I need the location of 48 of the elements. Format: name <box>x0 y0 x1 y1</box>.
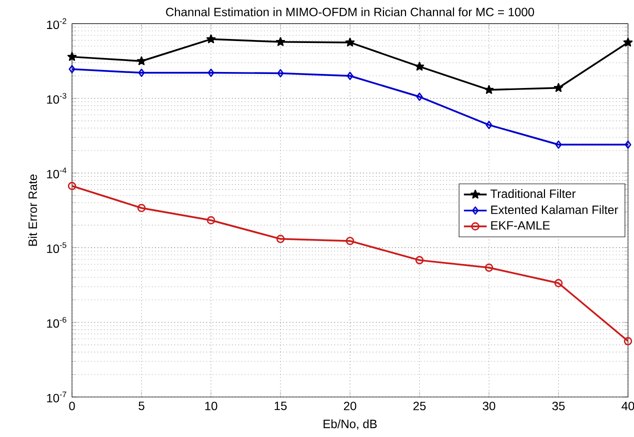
x-tick-label: 35 <box>552 402 565 410</box>
point <box>554 83 564 92</box>
y-tick-label: 10$^{-3}$ <box>47 92 66 104</box>
point <box>623 38 633 47</box>
point <box>555 140 562 149</box>
point <box>346 236 354 246</box>
point <box>346 72 354 80</box>
x-tick-label: 40 <box>622 402 634 410</box>
legend-label: Extented Kalaman Filter <box>491 205 618 214</box>
point <box>67 52 77 61</box>
point <box>277 69 284 78</box>
point <box>484 264 494 272</box>
point <box>624 140 632 149</box>
y-tick-label: 10$^{-5}$ <box>47 242 66 254</box>
point <box>276 37 286 46</box>
x-tick-label: 10 <box>205 402 218 410</box>
point <box>138 68 145 77</box>
x-tick-label: 25 <box>413 402 426 410</box>
x-tick-label: 15 <box>274 402 287 410</box>
point <box>136 56 146 66</box>
y-tick-label: 10$^{-7}$ <box>47 392 66 402</box>
point <box>68 182 76 190</box>
y-tick-label: 10$^{-6}$ <box>47 316 66 328</box>
legend-label: Traditional Filter <box>490 189 576 198</box>
y-axis-title: Bit Error Rate <box>28 174 38 246</box>
point <box>137 204 146 212</box>
x-tick-label: 30 <box>482 402 496 410</box>
point <box>486 120 492 130</box>
point <box>208 68 214 77</box>
point <box>414 62 424 71</box>
point <box>276 234 285 244</box>
legend-label: EKF-AMLE <box>491 221 550 230</box>
point <box>415 256 424 264</box>
point <box>68 65 76 74</box>
point <box>624 337 632 346</box>
point <box>206 34 216 44</box>
point <box>206 216 216 224</box>
point <box>345 38 355 47</box>
x-tick-label: 5 <box>138 402 144 410</box>
x-axis-title: Eb/No, dB <box>324 419 377 430</box>
point <box>554 279 563 288</box>
x-tick-label: 0 <box>69 402 75 410</box>
point <box>484 85 494 94</box>
x-tick-label: 20 <box>344 402 356 410</box>
y-tick-label: 10$^{-4}$ <box>47 168 66 178</box>
point <box>416 92 423 101</box>
chart-title: Channal Estimation in MIMO-OFDM in Rician Channal for MC = 1000 <box>166 7 534 16</box>
y-tick-label: 10$^{-2}$ <box>47 18 66 30</box>
